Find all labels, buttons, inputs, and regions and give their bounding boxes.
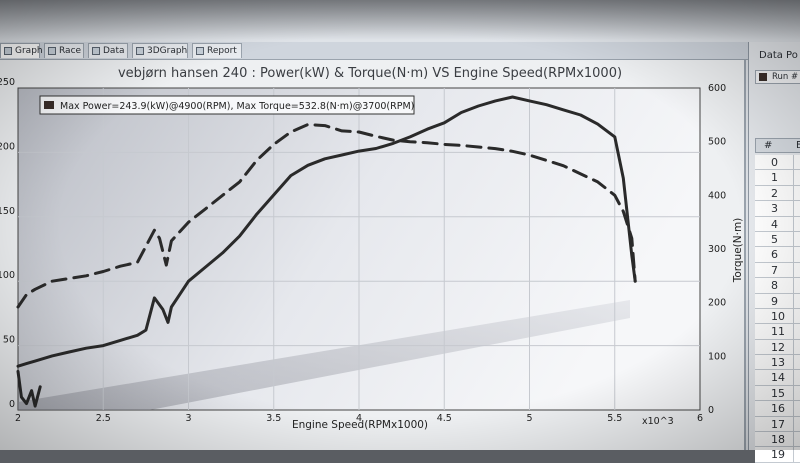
table-row[interactable]: 7 xyxy=(755,262,800,279)
y-left-tick-label: 200 xyxy=(0,141,15,152)
y-left-tick-label: 0 xyxy=(9,399,15,410)
y-right-tick-label: 0 xyxy=(708,405,714,416)
x-multiplier-label: x10^3 xyxy=(642,416,674,427)
legend-swatch xyxy=(44,101,54,109)
table-row[interactable]: 10 xyxy=(755,308,800,325)
column-divider xyxy=(793,278,794,293)
column-divider xyxy=(793,416,794,432)
x-tick-label: 3.5 xyxy=(266,413,281,424)
column-divider xyxy=(793,201,794,216)
power-torque-chart: 22.533.544.555.5605010015020025001002003… xyxy=(0,77,744,431)
x-tick-label: 2 xyxy=(15,413,21,424)
run-label: Run # xyxy=(772,72,799,82)
row-index: 13 xyxy=(771,356,785,370)
y-left-tick-label: 250 xyxy=(0,77,15,88)
table-row[interactable]: 3 xyxy=(755,201,800,217)
table-row[interactable]: 0 xyxy=(755,155,800,171)
y-right-axis-title: Torque(N·m) xyxy=(732,218,744,284)
row-index: 16 xyxy=(771,402,785,416)
row-index: 17 xyxy=(771,417,785,431)
y-right-tick-label: 300 xyxy=(708,244,726,255)
legend: Max Power=243.9(kW)@4900(RPM), Max Torqu… xyxy=(39,95,415,115)
row-index: 15 xyxy=(771,386,785,400)
row-index: 6 xyxy=(771,248,778,262)
column-divider xyxy=(793,293,794,308)
y-right-tick-label: 500 xyxy=(708,137,726,148)
y-left-tick-label: 100 xyxy=(0,270,15,281)
row-index: 4 xyxy=(771,217,778,231)
column-divider xyxy=(793,247,794,262)
table-row[interactable]: 1 xyxy=(755,170,800,186)
table-row[interactable]: 5 xyxy=(755,231,800,248)
x-tick-label: 2.5 xyxy=(96,413,111,424)
column-divider xyxy=(793,401,794,416)
column-divider xyxy=(793,324,794,339)
row-index: 3 xyxy=(771,202,778,216)
y-right-tick-label: 400 xyxy=(708,190,726,201)
table-row[interactable]: 13 xyxy=(755,355,800,371)
row-index: 18 xyxy=(771,433,785,447)
data-table-header: # E xyxy=(755,138,800,153)
column-divider xyxy=(793,170,794,185)
column-divider xyxy=(793,155,794,170)
row-index: 5 xyxy=(771,232,778,246)
run-color-swatch xyxy=(759,73,767,81)
column-divider xyxy=(793,339,794,355)
x-tick-label: 5 xyxy=(526,413,532,424)
column-divider xyxy=(793,216,794,231)
x-tick-label: 3 xyxy=(185,413,191,424)
row-index: 7 xyxy=(771,263,778,277)
row-index: 11 xyxy=(771,325,785,339)
header-index: # xyxy=(764,140,773,151)
header-column: E xyxy=(796,140,800,151)
column-divider xyxy=(793,355,794,370)
data-panel-title: Data Po xyxy=(759,50,798,61)
column-divider xyxy=(793,262,794,278)
table-row[interactable]: 2 xyxy=(755,185,800,202)
row-index: 9 xyxy=(771,294,778,308)
y-left-tick-label: 150 xyxy=(0,206,15,217)
column-divider xyxy=(793,231,794,247)
table-row[interactable]: 12 xyxy=(755,339,800,356)
table-row[interactable]: 16 xyxy=(755,401,800,417)
data-points-panel: Data Po Run # # E 0 1 2 3 4 5 6 7 8 9 10 11 12 13 14 15… xyxy=(748,42,800,463)
table-row[interactable]: 15 xyxy=(755,385,800,402)
x-tick-label: 5.5 xyxy=(607,413,622,424)
row-index: 14 xyxy=(771,371,785,385)
y-right-tick-label: 600 xyxy=(708,83,726,94)
column-divider xyxy=(793,308,794,324)
y-right-tick-label: 100 xyxy=(708,351,726,362)
column-divider xyxy=(793,432,794,447)
table-row[interactable]: 14 xyxy=(755,370,800,386)
table-row[interactable]: 4 xyxy=(755,216,800,232)
table-row[interactable]: 11 xyxy=(755,324,800,340)
table-row[interactable]: 6 xyxy=(755,247,800,263)
row-index: 1 xyxy=(771,171,778,185)
row-index: 2 xyxy=(771,186,778,200)
legend-text: Max Power=243.9(kW)@4900(RPM), Max Torqu… xyxy=(60,101,414,112)
column-divider xyxy=(793,185,794,201)
table-row[interactable]: 17 xyxy=(755,416,800,433)
table-row[interactable]: 18 xyxy=(755,432,800,448)
y-right-tick-label: 200 xyxy=(708,298,726,309)
row-index: 19 xyxy=(771,448,785,462)
x-axis-title: Engine Speed(RPMx1000) xyxy=(292,419,428,431)
table-row[interactable]: 9 xyxy=(755,293,800,309)
y-left-tick-label: 50 xyxy=(3,335,15,346)
x-tick-label: 6 xyxy=(697,413,703,424)
run-selector[interactable]: Run # xyxy=(755,70,800,84)
data-table-rows: 0 1 2 3 4 5 6 7 8 9 10 11 12 13 14 15 16 17 18 19 xyxy=(755,155,800,463)
row-index: 10 xyxy=(771,309,785,323)
x-tick-label: 4.5 xyxy=(437,413,452,424)
row-index: 8 xyxy=(771,279,778,293)
row-index: 0 xyxy=(771,156,778,169)
column-divider xyxy=(793,370,794,385)
row-index: 12 xyxy=(771,340,785,354)
table-row[interactable]: 8 xyxy=(755,278,800,294)
column-divider xyxy=(793,385,794,401)
